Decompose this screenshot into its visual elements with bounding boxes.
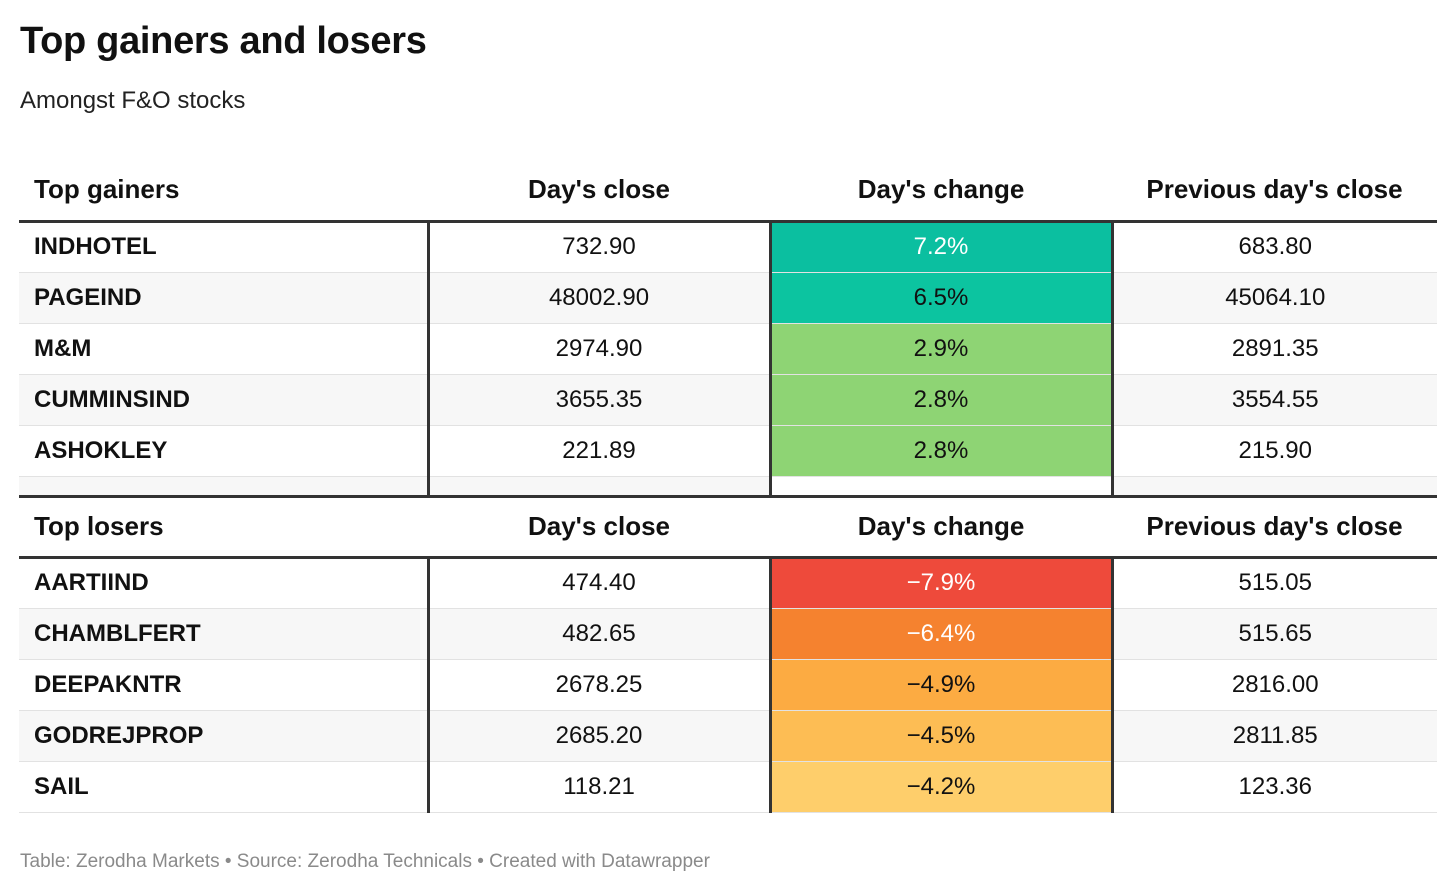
stock-name-cell: SAIL [19,761,428,813]
column-header: Previous day's close [1112,494,1437,559]
previous-close-cell: 123.36 [1110,761,1437,813]
stock-name-cell: CHAMBLFERT [19,608,428,660]
stock-name-cell: PAGEIND [19,272,428,324]
chart-footer: Table: Zerodha Markets • Source: Zerodha… [20,851,710,872]
days-close-cell: 474.40 [426,557,770,609]
stock-table-body: Top gainers Day's close Day's change Previo… [19,160,1437,813]
days-change-cell: −4.5% [768,710,1112,762]
column-header: Top gainers [19,160,428,223]
spacer-cell [768,476,1112,496]
stock-name-cell: ASHOKLEY [19,425,428,477]
days-close-cell: 3655.35 [426,374,770,426]
chart-title: Top gainers and losers [20,20,427,62]
losers-header-row: Top losers Day's close Day's change Previou… [19,494,1437,559]
column-header: Previous day's close [1112,160,1437,223]
table-row: CHAMBLFERT 482.65 −6.4% 515.65 [19,608,1437,660]
table-row: M&M 2974.90 2.9% 2891.35 [19,323,1437,375]
stock-name-cell: INDHOTEL [19,221,428,273]
days-change-cell: −4.9% [768,659,1112,711]
days-change-cell: −7.9% [768,557,1112,609]
column-header: Top losers [19,494,428,559]
previous-close-cell: 3554.55 [1110,374,1437,426]
column-header: Day's close [428,494,770,559]
table-row: PAGEIND 48002.90 6.5% 45064.10 [19,272,1437,324]
days-change-cell: 2.9% [768,323,1112,375]
stock-name-cell: CUMMINSIND [19,374,428,426]
gainers-header-row: Top gainers Day's close Day's change Previo… [19,160,1437,223]
days-change-cell: −6.4% [768,608,1112,660]
table-row: CUMMINSIND 3655.35 2.8% 3554.55 [19,374,1437,426]
previous-close-cell: 2811.85 [1110,710,1437,762]
table-row: SAIL 118.21 −4.2% 123.36 [19,761,1437,813]
days-close-cell: 2974.90 [426,323,770,375]
group-spacer-row [19,476,1437,496]
previous-close-cell: 215.90 [1110,425,1437,477]
days-change-cell: 6.5% [768,272,1112,324]
previous-close-cell: 2891.35 [1110,323,1437,375]
chart-subtitle: Amongst F&O stocks [20,87,246,114]
column-header: Day's change [770,160,1112,223]
previous-close-cell: 2816.00 [1110,659,1437,711]
days-close-cell: 2678.25 [426,659,770,711]
days-close-cell: 221.89 [426,425,770,477]
table-row: GODREJPROP 2685.20 −4.5% 2811.85 [19,710,1437,762]
stock-name-cell: M&M [19,323,428,375]
days-close-cell: 2685.20 [426,710,770,762]
column-header: Day's change [770,494,1112,559]
days-change-cell: 7.2% [768,221,1112,273]
stock-name-cell: GODREJPROP [19,710,428,762]
previous-close-cell: 515.05 [1110,557,1437,609]
days-close-cell: 482.65 [426,608,770,660]
days-close-cell: 118.21 [426,761,770,813]
spacer-cell [426,476,770,496]
days-change-cell: 2.8% [768,425,1112,477]
stock-table: Top gainers Day's close Day's change Previo… [19,160,1437,813]
previous-close-cell: 515.65 [1110,608,1437,660]
days-change-cell: −4.2% [768,761,1112,813]
days-close-cell: 732.90 [426,221,770,273]
days-close-cell: 48002.90 [426,272,770,324]
table-row: AARTIIND 474.40 −7.9% 515.05 [19,557,1437,609]
column-header: Day's close [428,160,770,223]
spacer-cell [19,476,428,496]
previous-close-cell: 683.80 [1110,221,1437,273]
table-row: INDHOTEL 732.90 7.2% 683.80 [19,221,1437,273]
table-row: ASHOKLEY 221.89 2.8% 215.90 [19,425,1437,477]
spacer-cell [1110,476,1437,496]
table-row: DEEPAKNTR 2678.25 −4.9% 2816.00 [19,659,1437,711]
previous-close-cell: 45064.10 [1110,272,1437,324]
stock-name-cell: DEEPAKNTR [19,659,428,711]
days-change-cell: 2.8% [768,374,1112,426]
stock-name-cell: AARTIIND [19,557,428,609]
